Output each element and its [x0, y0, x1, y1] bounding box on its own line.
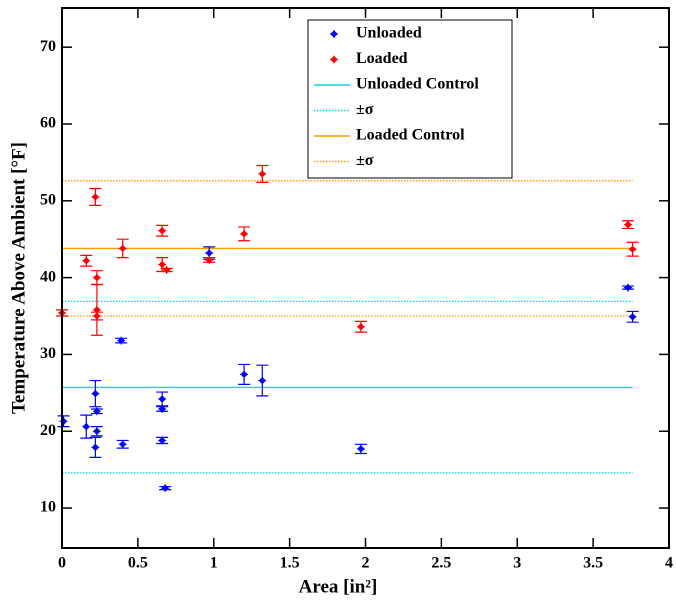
legend-label: Unloaded Control — [356, 76, 479, 93]
marker — [258, 169, 267, 178]
x-tick-label: 2.5 — [431, 555, 451, 572]
legend-box — [307, 19, 513, 179]
y-tick-label: 50 — [40, 191, 56, 208]
x-tick-label: 4 — [665, 555, 673, 572]
y-tick-label: 40 — [40, 268, 56, 285]
marker — [205, 249, 214, 258]
marker — [158, 394, 167, 403]
marker — [161, 484, 170, 493]
legend: Unloaded Loaded Unloaded Control ±σ Loaded C… — [307, 19, 513, 179]
marker — [205, 255, 214, 264]
legend-marker — [330, 55, 338, 64]
marker — [162, 265, 171, 274]
y-tick-label: 60 — [40, 115, 56, 132]
y-axis-label: Temperature Above Ambient [°F] — [8, 142, 29, 414]
marker — [92, 427, 101, 436]
marker — [258, 376, 267, 385]
marker — [624, 220, 633, 229]
legend-label: ±σ — [356, 101, 374, 118]
marker — [158, 260, 167, 269]
y-tick-label: 30 — [40, 345, 56, 362]
marker — [118, 244, 127, 253]
legend-label: Loaded Control — [356, 127, 465, 144]
marker — [624, 283, 633, 292]
marker — [91, 443, 100, 452]
x-axis-label: Area [in²] — [299, 576, 378, 597]
x-tick-label: 2 — [362, 555, 370, 572]
marker — [91, 389, 100, 398]
marker — [240, 229, 249, 238]
marker — [356, 322, 365, 331]
marker — [158, 404, 167, 413]
legend-marker — [330, 30, 338, 38]
x-tick-label: 3 — [513, 555, 521, 572]
x-tick-label: 1.5 — [280, 555, 300, 572]
marker — [158, 226, 167, 235]
marker — [158, 436, 167, 445]
x-tick-label: 0 — [58, 555, 66, 572]
marker — [91, 192, 100, 201]
marker — [628, 245, 637, 254]
x-tick-label: 3.5 — [583, 555, 603, 572]
marker — [92, 407, 101, 416]
legend-label: Unloaded — [356, 25, 422, 42]
y-tick-label: 20 — [40, 422, 56, 439]
x-tick-label: 0.5 — [128, 555, 148, 572]
marker — [82, 256, 91, 265]
marker — [82, 422, 91, 431]
marker — [240, 370, 249, 379]
y-tick-label: 10 — [40, 499, 56, 516]
marker — [118, 440, 127, 449]
legend-label: ±σ — [356, 152, 374, 169]
x-tick-label: 1 — [210, 555, 218, 572]
marker — [628, 312, 637, 321]
legend-label: Loaded — [356, 50, 408, 67]
marker — [92, 273, 101, 282]
marker — [356, 444, 365, 453]
marker — [117, 336, 126, 345]
marker — [92, 312, 101, 321]
y-tick-label: 70 — [40, 38, 56, 55]
